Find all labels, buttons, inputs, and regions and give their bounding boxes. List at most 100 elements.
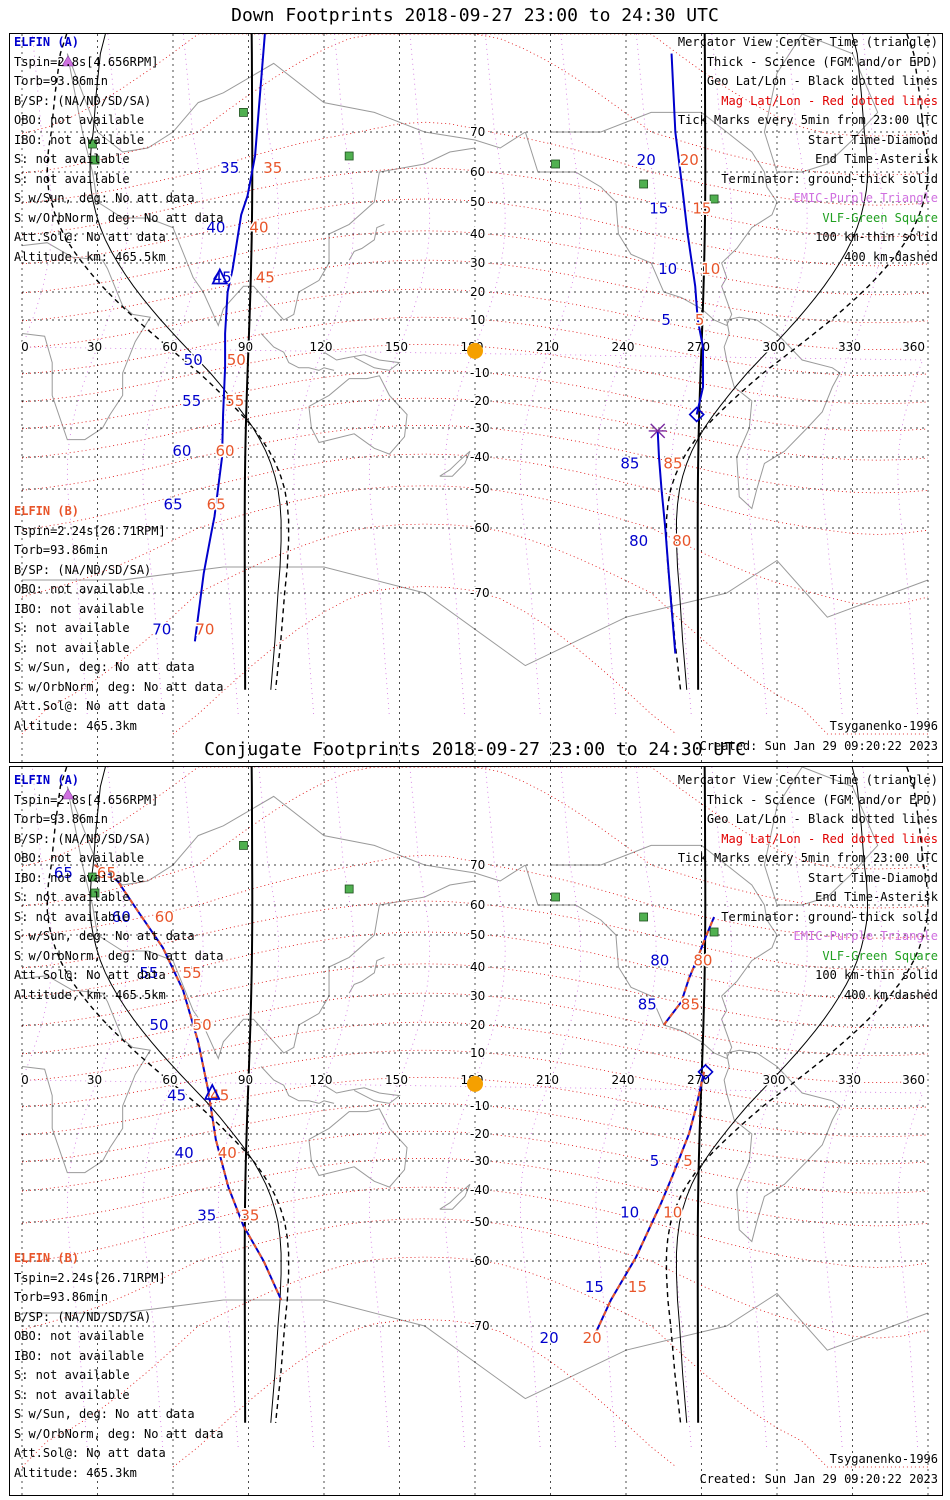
lat-tick-label: -60 xyxy=(470,1254,490,1268)
elfin-a-line: Altitude, km: 465.5km xyxy=(14,249,166,264)
vlf-square-icon xyxy=(239,841,248,850)
elfin-b-line: S: not available xyxy=(14,1368,130,1382)
vlf-square-icon xyxy=(90,888,100,898)
elfin-b-line: OBO: not available xyxy=(14,582,145,596)
legend-item: Terminator: ground-thick solid xyxy=(721,171,938,186)
vlf-square-icon xyxy=(88,139,97,149)
panel-title: Conjugate Footprints 2018-09-27 23:00 to… xyxy=(204,739,746,760)
mag-lat-line xyxy=(21,316,929,377)
emic-triangle-icon xyxy=(61,788,75,800)
elfin-b-line: Att.Sol@: No att data xyxy=(14,1446,166,1460)
coastline xyxy=(22,1292,929,1400)
elfin-b-tick-label: 5 xyxy=(683,1152,693,1170)
elfin-b-tick-label: 65 xyxy=(207,496,226,514)
lat-tick-label: -10 xyxy=(470,1099,490,1113)
coastlines xyxy=(21,34,929,667)
lat-tick-label: -40 xyxy=(470,1183,490,1197)
terminator-400km-east xyxy=(665,767,929,1423)
elfin-b-line: Torb=93.86min xyxy=(14,1290,108,1304)
lon-tick-label: 90 xyxy=(238,1073,253,1087)
elfin-b-track xyxy=(592,1071,705,1339)
elfin-b-line: B/SP: (NA/ND/SD/SA) xyxy=(14,562,152,577)
lon-tick-label: 360 xyxy=(902,1073,925,1087)
legend-item: Thick - Science (FGM and/or EPD) xyxy=(706,54,938,69)
lon-tick-label: 270 xyxy=(687,1073,710,1087)
elfin-b-tick-label: 60 xyxy=(215,442,234,460)
elfin-b-tick-label: 10 xyxy=(663,1203,682,1221)
elfin-a-tick-label: 35 xyxy=(220,159,239,177)
elfin-a-tick-label: 20 xyxy=(637,151,656,169)
elfin-b-tick-label: 80 xyxy=(672,532,691,550)
elfin-a-line: B/SP: (NA/ND/SD/SA) xyxy=(14,93,152,108)
lat-tick-label: 30 xyxy=(470,989,485,1003)
elfin-a-tick-label: 80 xyxy=(629,532,648,550)
elfin-b-tick-label: 55 xyxy=(182,964,201,982)
terminator-400km-east xyxy=(665,34,929,690)
lon-tick-label: 60 xyxy=(162,1073,177,1087)
lon-tick-label: 150 xyxy=(385,1073,408,1087)
legend-item: Mag Lat/Lon - Red dotted lines xyxy=(721,831,938,846)
lat-tick-label: 10 xyxy=(470,1046,485,1060)
geo-grid xyxy=(21,767,929,1495)
elfin-a-line: S: not available xyxy=(14,152,130,166)
elfin-a-track xyxy=(592,1071,705,1339)
coastline xyxy=(323,1084,401,1104)
mag-lat-line xyxy=(21,34,929,137)
elfin-b-line: Tspin=2.24s[26.71RPM] xyxy=(14,1270,166,1285)
coastline xyxy=(66,786,526,886)
lat-tick-label: 50 xyxy=(470,195,485,209)
lat-tick-label: 40 xyxy=(470,227,485,241)
coastline xyxy=(348,223,385,261)
elfin-b-line: B/SP: (NA/ND/SD/SA) xyxy=(14,1309,152,1324)
elfin-b-tick-label: 20 xyxy=(680,151,699,169)
lon-tick-label: 360 xyxy=(902,340,925,354)
center-time-triangle-icon xyxy=(203,1082,221,1100)
vlf-square-icon xyxy=(239,108,248,117)
mag-lat-line xyxy=(21,992,929,1057)
legend-item: Start Time-Diamond xyxy=(807,132,938,147)
start-time-diamond-icon xyxy=(688,406,705,423)
geo-grid xyxy=(21,34,929,762)
coastline xyxy=(348,956,385,994)
coastline xyxy=(524,111,778,327)
lat-tick-label: 70 xyxy=(470,125,485,139)
elfin-b-line: S w/Sun, deg: No att data xyxy=(14,660,195,674)
vlf-square-icon xyxy=(551,892,560,902)
legend-item: Start Time-Diamond xyxy=(807,870,938,885)
elfin-b-line: S: not available xyxy=(14,640,130,655)
elfin-a-line: Att.Sol@: No att data xyxy=(14,230,166,244)
coastline xyxy=(308,375,408,455)
lon-tick-label: 240 xyxy=(612,340,635,354)
legend-item: Terminator: ground-thick solid xyxy=(721,909,938,924)
legend-item: 400 km-dashed xyxy=(844,249,938,264)
legend-item: 100 km-thin solid xyxy=(815,230,938,244)
elfin-b-line: Torb=93.86min xyxy=(14,543,108,557)
legend-item: Tick Marks every 5min from 23:00 UTC xyxy=(677,113,938,127)
elfin-b-info: ELFIN (B) Tspin=2.24s[26.71RPM] Torb=93.… xyxy=(14,1249,224,1483)
lat-tick-label: 70 xyxy=(470,858,485,872)
legend-item: End Time-Asterisk xyxy=(815,890,938,904)
vlf-stations xyxy=(88,108,719,204)
elfin-a-tick-label: 85 xyxy=(620,454,639,472)
coastline xyxy=(308,1108,408,1188)
elfin-b-tick-label: 50 xyxy=(193,1016,212,1034)
terminator xyxy=(46,34,929,690)
lat-tick-label: -70 xyxy=(470,1319,490,1333)
axis-labels: 0306090120150180210240270300330360706050… xyxy=(20,857,927,1335)
footer: Tsyganenko-1996 Created: Sun Jan 29 09:2… xyxy=(700,1450,938,1489)
lat-tick-label: 60 xyxy=(470,165,485,179)
lat-tick-label: 20 xyxy=(470,285,485,299)
panel-title: Down Footprints 2018-09-27 23:00 to 24:3… xyxy=(231,5,719,26)
elfin-a-tick-label: 65 xyxy=(54,864,73,882)
elfin-b-tick-label: 85 xyxy=(663,454,682,472)
elfin-b-tick-label: 50 xyxy=(227,351,246,369)
elfin-b-title: ELFIN (B) xyxy=(14,504,80,518)
lon-tick-label: 210 xyxy=(536,340,559,354)
conjugate-footprints-panel: 0306090120150180210240270300330360706050… xyxy=(9,766,943,1496)
lon-tick-label: 270 xyxy=(687,340,710,354)
elfin-a-tick-label: 65 xyxy=(164,496,183,514)
lon-tick-label: 150 xyxy=(385,340,408,354)
elfin-b-info: ELFIN (B) Tspin=2.24s[26.71RPM] Torb=93.… xyxy=(14,502,224,736)
elfin-a-tick-label: 80 xyxy=(650,952,669,970)
